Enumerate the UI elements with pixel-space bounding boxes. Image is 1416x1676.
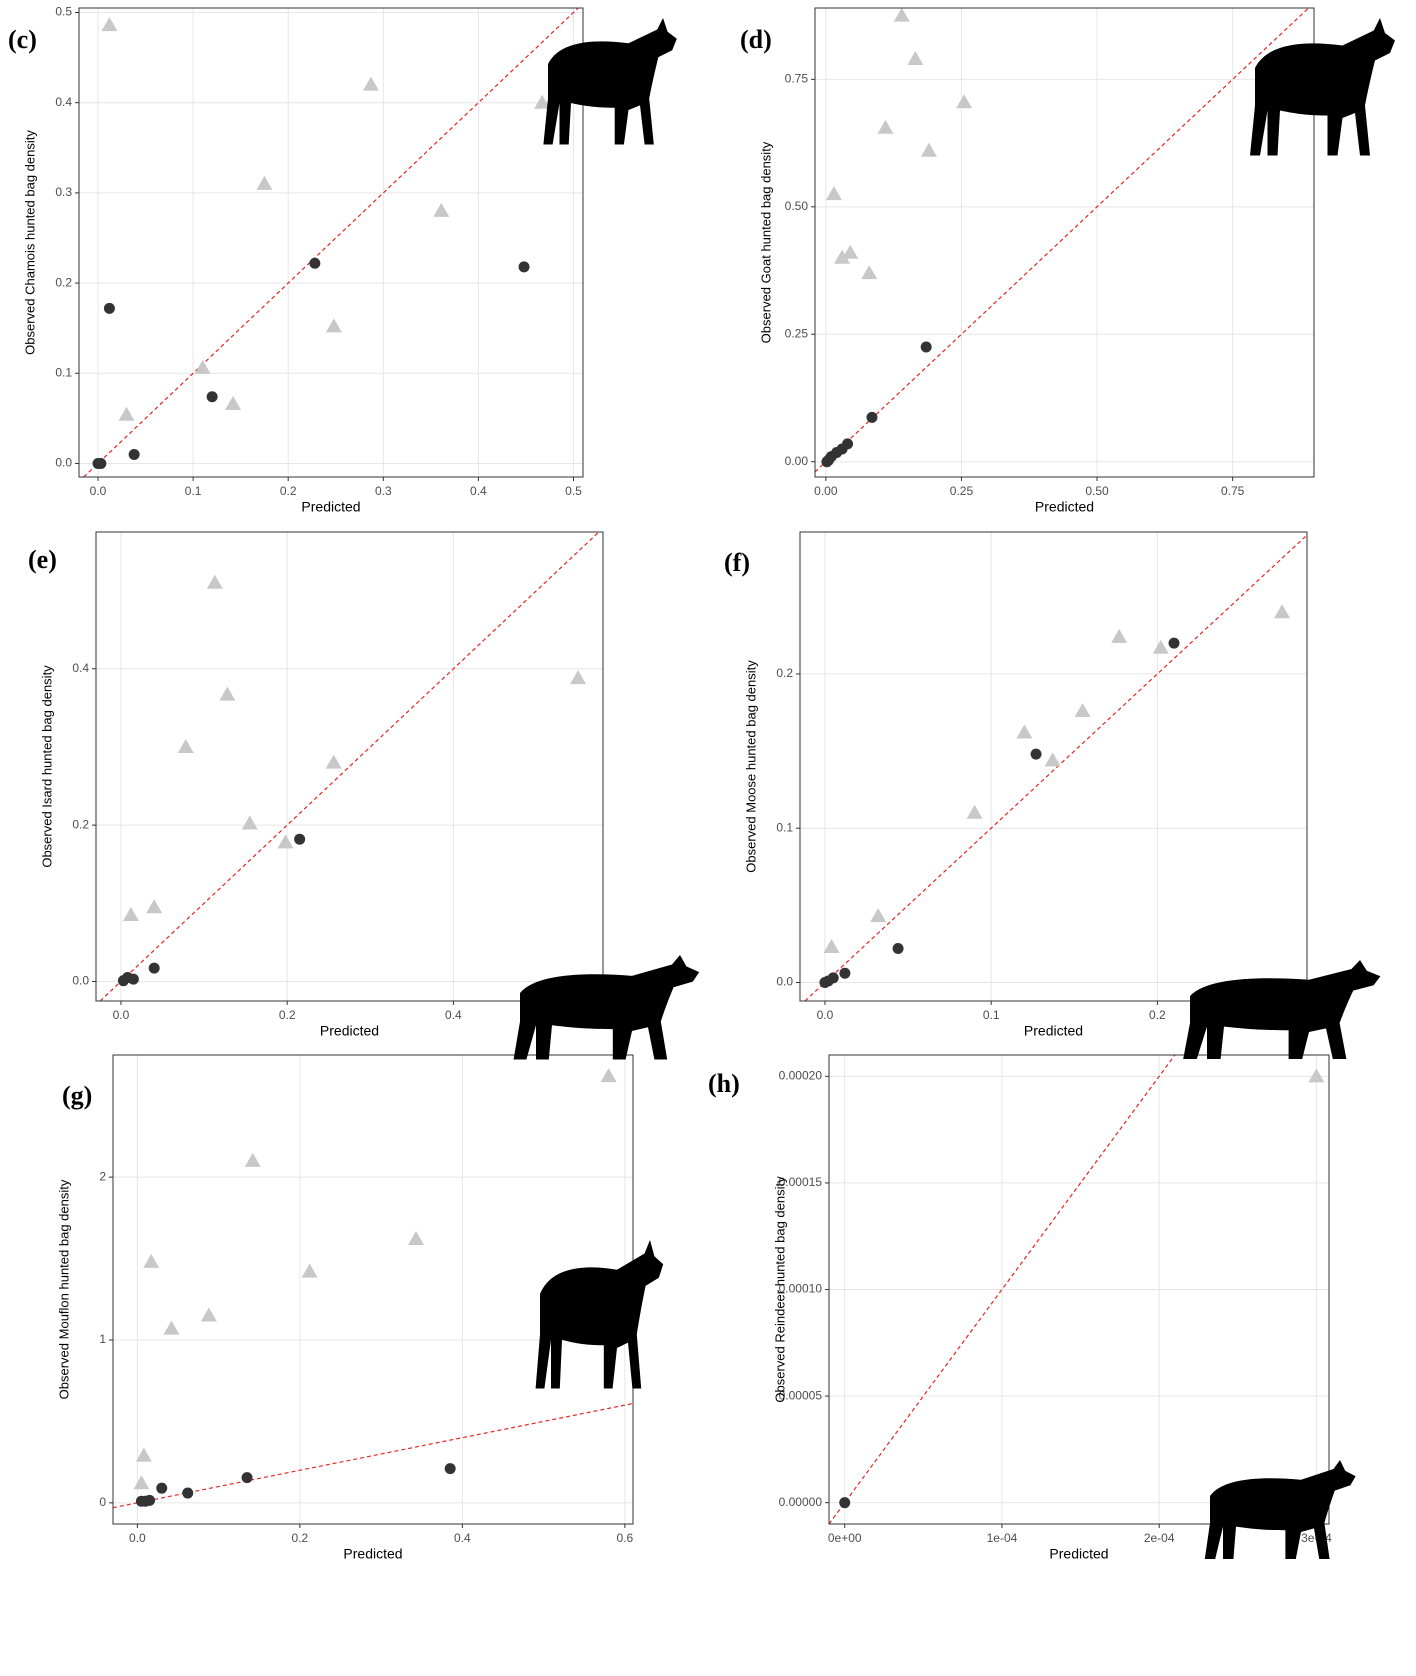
x-tick-label: 1e-04 xyxy=(987,1531,1018,1545)
y-tick-label: 0.2 xyxy=(72,817,89,831)
circle-point xyxy=(839,1497,850,1508)
circle-point xyxy=(182,1488,193,1499)
y-tick-label: 0.2 xyxy=(55,275,72,289)
y-tick-label: 0.1 xyxy=(776,820,793,834)
x-tick-label: 0.3 xyxy=(375,484,392,498)
x-tick-label: 0.5 xyxy=(565,484,582,498)
y-tick-label: 1 xyxy=(99,1332,106,1346)
circle-point xyxy=(207,391,218,402)
panel: 0.00 0.25 0.50 0.75 0.00 0.25 0.50 0.75 Predicte… xyxy=(740,8,1314,515)
x-tick-label: 0.2 xyxy=(280,484,297,498)
y-tick-label: 0.0 xyxy=(776,975,793,989)
x-tick-label: 0e+00 xyxy=(828,1531,862,1545)
panel-label: (c) xyxy=(8,25,37,54)
panel-label: (g) xyxy=(62,1081,92,1110)
y-tick-label: 0.3 xyxy=(55,185,72,199)
circle-point xyxy=(519,261,530,272)
circle-point xyxy=(839,968,850,979)
x-tick-label: 0.50 xyxy=(1085,484,1109,498)
y-tick-label: 0.00 xyxy=(785,454,809,468)
x-axis-title: Predicted xyxy=(343,1546,402,1562)
y-tick-label: 0.4 xyxy=(72,661,89,675)
circle-point xyxy=(118,975,129,986)
x-tick-label: 0.2 xyxy=(1149,1008,1166,1022)
circle-point xyxy=(866,412,877,423)
panel-label: (h) xyxy=(708,1069,740,1098)
x-tick-label: 0.2 xyxy=(279,1008,296,1022)
x-tick-label: 0.75 xyxy=(1221,484,1245,498)
x-tick-label: 0.0 xyxy=(113,1008,130,1022)
x-axis-title: Predicted xyxy=(301,499,360,515)
x-axis-title: Predicted xyxy=(1049,1546,1108,1562)
x-tick-label: 0.0 xyxy=(817,1008,834,1022)
x-axis-title: Predicted xyxy=(1024,1023,1083,1039)
x-tick-label: 0.0 xyxy=(90,484,107,498)
plot-background xyxy=(800,532,1307,1001)
panel: 0.0 0.1 0.2 0.3 0.4 0.5 0.0 0.1 0.2 0.3 0.4 0.5 Pred… xyxy=(8,5,583,515)
y-tick-label: 0.0 xyxy=(72,974,89,988)
x-axis-title: Predicted xyxy=(1035,499,1094,515)
panel-label: (f) xyxy=(724,548,750,577)
circle-point xyxy=(156,1483,167,1494)
circle-point xyxy=(893,943,904,954)
y-tick-label: 0.0 xyxy=(55,456,72,470)
x-tick-label: 0.4 xyxy=(470,484,487,498)
x-axis-title: Predicted xyxy=(320,1023,379,1039)
x-tick-label: 0.25 xyxy=(950,484,974,498)
y-tick-label: 0.4 xyxy=(55,95,72,109)
x-tick-label: 2e-04 xyxy=(1144,1531,1175,1545)
y-axis-title: Observed Isard hunted bag density xyxy=(39,665,54,868)
y-axis-title: Observed Moose hunted bag density xyxy=(743,660,758,873)
circle-point xyxy=(95,458,106,469)
circle-point xyxy=(242,1472,253,1483)
x-tick-label: 0.4 xyxy=(454,1531,471,1545)
y-axis-title: Observed Reindeer hunted bag density xyxy=(772,1176,787,1403)
circle-point xyxy=(309,258,320,269)
y-tick-label: 0.1 xyxy=(55,365,72,379)
x-tick-label: 0.00 xyxy=(814,484,838,498)
y-tick-label: 0 xyxy=(99,1495,106,1509)
panel-label: (d) xyxy=(740,25,772,54)
circle-point xyxy=(129,449,140,460)
y-tick-label: 0.25 xyxy=(785,326,809,340)
panel: 0.0 0.1 0.2 0.0 0.1 0.2 Predicted Observed Moos… xyxy=(724,532,1307,1039)
x-tick-label: 0.0 xyxy=(129,1531,146,1545)
y-tick-label: 0.50 xyxy=(785,199,809,213)
x-tick-label: 0.1 xyxy=(185,484,202,498)
x-tick-label: 0.2 xyxy=(292,1531,309,1545)
circle-point xyxy=(104,303,115,314)
y-tick-label: 0.5 xyxy=(55,5,72,19)
figure: 0.0 0.1 0.2 0.3 0.4 0.5 0.0 0.1 0.2 0.3 0.4 0.5 Pred… xyxy=(0,0,1416,1676)
circle-point xyxy=(294,834,305,845)
x-tick-label: 0.6 xyxy=(617,1531,634,1545)
y-tick-label: 0.75 xyxy=(785,72,809,86)
circle-point xyxy=(921,342,932,353)
y-tick-label: 0.2 xyxy=(776,666,793,680)
panel: 0.0 0.2 0.4 0.0 0.2 0.4 Predicted Observed Isar… xyxy=(28,532,603,1039)
y-tick-label: 0.00000 xyxy=(779,1495,823,1509)
circle-point xyxy=(149,963,160,974)
plot-background xyxy=(96,532,603,1001)
circle-point xyxy=(1031,749,1042,760)
y-tick-label: 2 xyxy=(99,1169,106,1183)
y-axis-title: Observed Chamois hunted bag density xyxy=(22,130,37,355)
circle-point xyxy=(1169,638,1180,649)
y-axis-title: Observed Mouflon hunted bag density xyxy=(56,1179,71,1399)
circle-point xyxy=(140,1496,151,1507)
circle-point xyxy=(821,456,832,467)
x-tick-label: 0.1 xyxy=(983,1008,1000,1022)
y-axis-title: Observed Goat hunted bag density xyxy=(758,141,773,343)
circle-point xyxy=(445,1463,456,1474)
y-tick-label: 0.00020 xyxy=(779,1068,823,1082)
panel-label: (e) xyxy=(28,545,57,574)
plot-background xyxy=(815,8,1314,477)
circle-point xyxy=(819,977,830,988)
x-tick-label: 0.4 xyxy=(445,1008,462,1022)
